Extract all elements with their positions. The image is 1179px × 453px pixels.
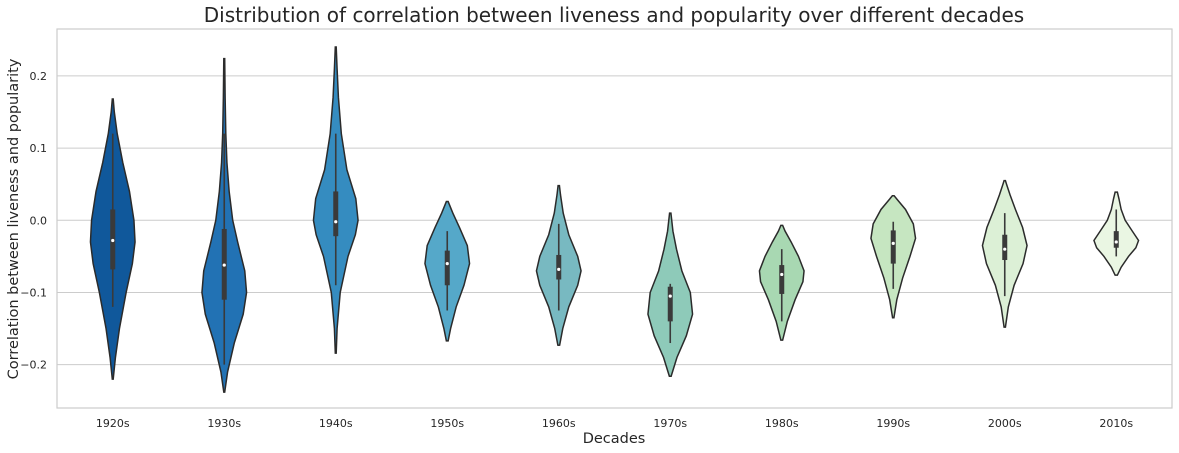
y-tick-label: 0.0 bbox=[30, 214, 48, 227]
violin-group bbox=[201, 57, 248, 393]
violin-median-point bbox=[780, 272, 784, 277]
x-tick-label: 1920s bbox=[96, 417, 130, 430]
violin-group bbox=[758, 224, 805, 341]
violin-iqr-box bbox=[779, 265, 785, 294]
violin-layer bbox=[89, 46, 1140, 393]
violin-median-point bbox=[557, 267, 561, 271]
chart-title: Distribution of correlation between live… bbox=[204, 3, 1024, 27]
violin-iqr-box bbox=[556, 254, 562, 280]
x-axis-label: Decades bbox=[583, 431, 646, 447]
violin-median-point bbox=[1003, 247, 1007, 251]
y-tick-label: 0.1 bbox=[30, 142, 48, 155]
violin-median-point bbox=[111, 238, 115, 243]
x-tick-label: 1930s bbox=[207, 417, 241, 430]
violin-group bbox=[1093, 191, 1140, 276]
violin-iqr-box bbox=[667, 286, 673, 322]
violin-group bbox=[424, 200, 471, 342]
violin-group bbox=[89, 98, 136, 380]
violin-iqr-box bbox=[890, 230, 896, 264]
x-tick-label: 1940s bbox=[319, 417, 353, 430]
tick-layer: −0.2 −0.1 0.0 0.1 0.2 1920s 1930s 1940s 1950s 196… bbox=[20, 70, 1133, 430]
violin-group bbox=[535, 184, 582, 346]
x-tick-label: 1950s bbox=[430, 417, 464, 430]
violin-iqr-box bbox=[1113, 231, 1119, 248]
x-tick-label: 1960s bbox=[542, 417, 576, 430]
violin-median-point bbox=[445, 262, 449, 266]
y-axis-label: Correlation between liveness and popular… bbox=[6, 58, 22, 379]
violin-median-point bbox=[1114, 240, 1118, 244]
violin-group bbox=[312, 46, 359, 354]
x-tick-label: 1980s bbox=[765, 417, 799, 430]
violin-median-point bbox=[668, 294, 672, 298]
violin-group bbox=[870, 195, 917, 319]
violin-iqr-box bbox=[333, 191, 339, 237]
y-tick-label: −0.2 bbox=[20, 359, 47, 372]
x-tick-label: 2000s bbox=[988, 417, 1022, 430]
x-tick-label: 1990s bbox=[876, 417, 910, 430]
x-tick-label: 2010s bbox=[1099, 417, 1133, 430]
violin-iqr-box bbox=[444, 250, 450, 286]
y-tick-label: −0.1 bbox=[20, 286, 47, 299]
plot-frame bbox=[56, 28, 1173, 409]
y-tick-label: 0.2 bbox=[30, 70, 48, 83]
violin-group bbox=[647, 212, 694, 377]
violin-median-point bbox=[334, 220, 338, 224]
violin-group bbox=[981, 179, 1028, 328]
x-tick-label: 1970s bbox=[653, 417, 687, 430]
violin-iqr-box bbox=[1002, 234, 1008, 261]
violin-median-point bbox=[222, 263, 226, 267]
violin-median-point bbox=[891, 241, 895, 246]
